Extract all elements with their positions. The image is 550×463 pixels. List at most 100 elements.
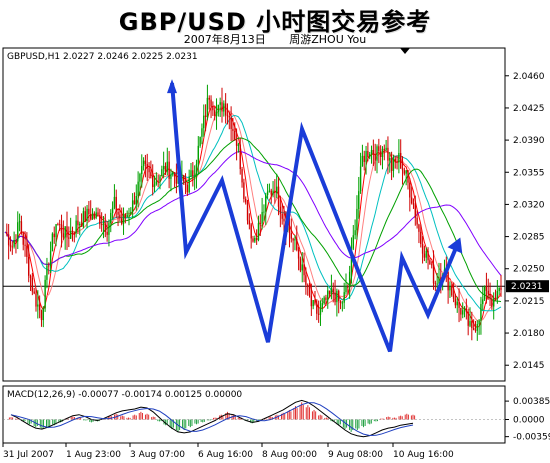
candle-body — [297, 249, 300, 259]
candle-body — [90, 214, 92, 219]
candle-body — [389, 157, 391, 161]
candle-body — [276, 186, 278, 194]
candle-body — [170, 174, 172, 179]
candle-body — [159, 176, 161, 182]
candle-body — [310, 295, 313, 307]
macd-tick-label: -0.00359 — [513, 433, 550, 443]
candle-body — [168, 161, 170, 179]
candle-body — [237, 144, 240, 146]
candle-body — [294, 239, 296, 241]
candle-body — [79, 223, 81, 226]
x-tick-label: 8 Aug 00:00 — [262, 450, 317, 460]
candle-body — [316, 303, 318, 314]
ma-med-line — [4, 137, 502, 303]
candle-body — [135, 195, 137, 205]
candle-body — [152, 175, 154, 188]
candle-body — [283, 218, 285, 222]
candle-body — [210, 99, 212, 107]
ma-short-line — [4, 105, 502, 322]
candle-body — [226, 115, 229, 117]
candle-body — [308, 284, 311, 296]
candle-body — [55, 224, 57, 238]
candle-body — [57, 224, 59, 225]
current-price-badge — [506, 280, 549, 293]
candle-body — [396, 161, 398, 163]
candle-body — [390, 157, 393, 171]
y-tick-label: 2.0320 — [513, 200, 545, 210]
candle-body — [186, 185, 189, 193]
candle-body — [164, 166, 167, 172]
x-tick-label: 6 Aug 16:00 — [198, 450, 253, 460]
candle-body — [252, 238, 254, 242]
candle-body — [110, 212, 112, 224]
candle-body — [387, 147, 389, 161]
candle-body — [29, 275, 32, 278]
candle-body — [150, 172, 152, 176]
candle-body — [37, 304, 39, 307]
candle-body — [469, 321, 471, 326]
candle-body — [131, 200, 134, 212]
candle-body — [447, 272, 449, 291]
candle-body — [15, 239, 17, 242]
candle-body — [325, 297, 327, 301]
chart-date: 2007年8月13日 — [183, 33, 266, 46]
candle-body — [84, 211, 86, 221]
candle-body — [292, 238, 294, 241]
candle-body — [142, 160, 145, 167]
candle-body — [261, 211, 263, 224]
candle-body — [392, 158, 395, 171]
candle-body — [106, 231, 108, 235]
candle-body — [369, 154, 371, 158]
current-price-label: 2.0231 — [511, 282, 543, 292]
candle-body — [451, 286, 453, 296]
candle-body — [341, 302, 344, 304]
trend-forecast-line — [170, 82, 460, 353]
candle-body — [49, 251, 52, 266]
candle-body — [175, 176, 178, 184]
candle-body — [188, 176, 190, 193]
candle-body — [336, 290, 338, 303]
candle-body — [452, 295, 455, 299]
candle-body — [317, 313, 320, 315]
candle-body — [17, 222, 19, 242]
candle-body — [33, 291, 35, 294]
candle-body — [124, 214, 127, 218]
candle-body — [480, 304, 482, 321]
candle-body — [270, 190, 272, 195]
candle-body — [115, 196, 117, 212]
macd-signal-line — [10, 402, 414, 437]
candle-body — [214, 110, 216, 116]
candle-body — [487, 290, 489, 295]
y-tick-label: 2.0215 — [513, 297, 545, 307]
candle-body — [161, 169, 163, 177]
candle-body — [343, 292, 345, 303]
candle-body — [372, 149, 375, 155]
candle-body — [434, 283, 437, 285]
candle-body — [157, 181, 159, 183]
candle-body — [327, 290, 329, 301]
candle-body — [141, 166, 143, 174]
candle-body — [235, 139, 238, 146]
candle-body — [64, 226, 66, 238]
candle-body — [130, 211, 132, 215]
candle-body — [224, 103, 227, 116]
candle-body — [100, 224, 103, 226]
candle-body — [184, 181, 187, 186]
candle-body — [348, 271, 351, 288]
candle-body — [255, 237, 258, 241]
candle-body — [11, 246, 13, 248]
candle-body — [381, 148, 384, 157]
ma-slow-line — [4, 151, 502, 276]
candle-body — [281, 213, 283, 219]
candle-body — [438, 277, 440, 284]
chart-author: 周游ZHOU You — [289, 33, 367, 46]
candle-body — [26, 245, 28, 257]
candle-body — [195, 164, 198, 176]
candle-body — [376, 146, 378, 161]
candle-body — [436, 283, 438, 285]
candle-body — [314, 300, 316, 304]
candle-body — [427, 250, 429, 261]
candle-body — [350, 248, 353, 272]
candle-body — [485, 286, 488, 291]
